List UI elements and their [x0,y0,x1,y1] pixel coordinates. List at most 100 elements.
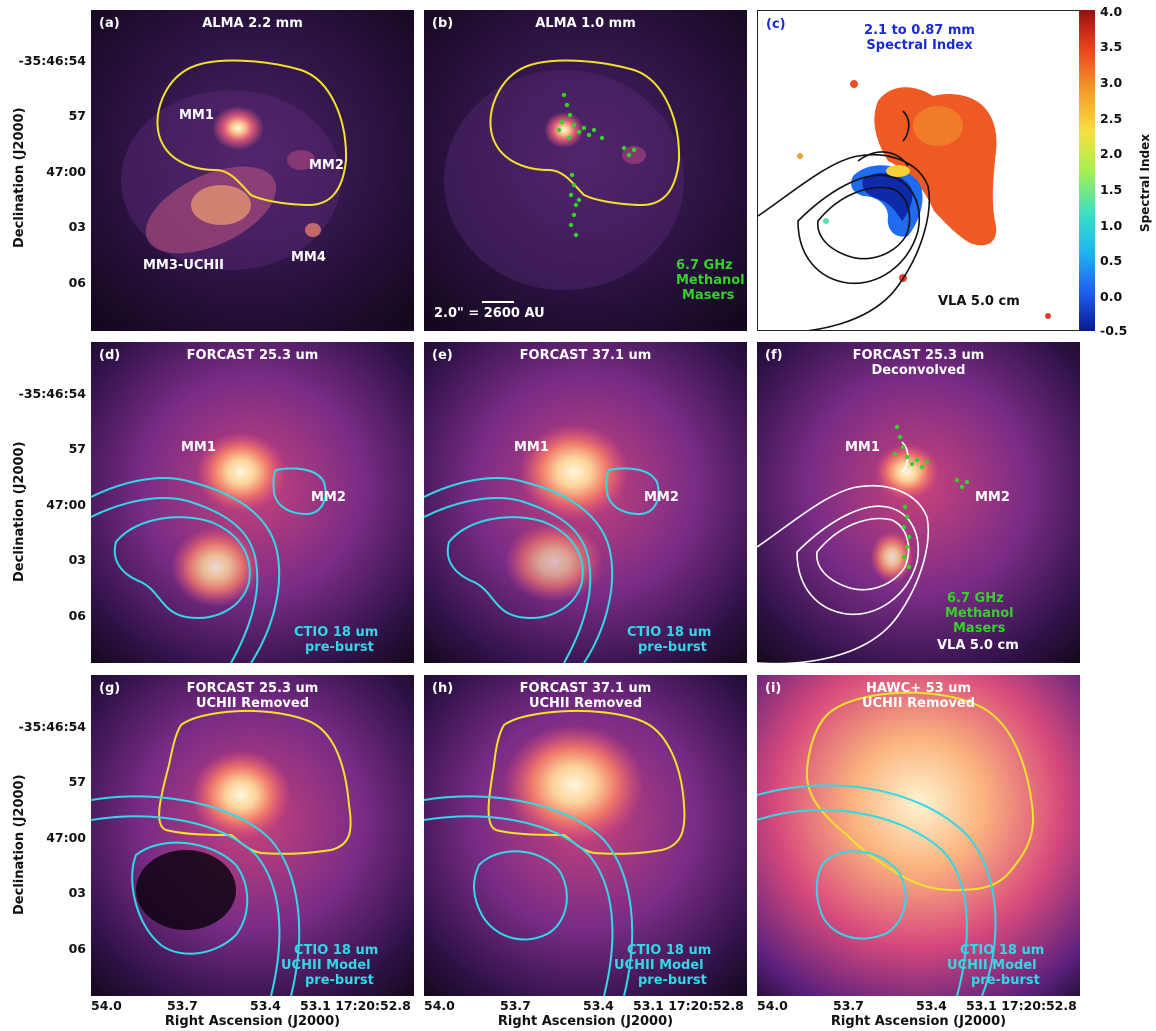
x-tick: 53.7 [833,998,864,1013]
panel-g-image [91,675,414,996]
x-tick: 53.1 17:20:52.8 [300,998,411,1013]
panel-title-line1: FORCAST 25.3 um [852,348,985,363]
panel-label: (g) [99,681,121,696]
scale-bar-label: 2.0" = 2600 AU [434,306,545,321]
y-tick: 57 [68,441,86,456]
panel-d-forcast-25um: (d) FORCAST 25.3 um MM1 MM2 CTIO 18 um p… [91,342,414,663]
panel-title: ALMA 1.0 mm [535,16,636,31]
colorbar [1079,10,1095,331]
ctio-legend-line1: CTIO 18 um [627,943,712,958]
x-tick: 54.0 [424,998,455,1013]
ctio-legend-line2: pre-burst [638,640,707,655]
panel-f-deconvolved: (f) FORCAST 25.3 um Deconvolved MM1 MM2 … [757,342,1080,663]
panel-title-line2: Spectral Index [866,38,973,53]
ctio-legend-line1: CTIO 18 um [627,625,712,640]
source-mm1: MM1 [179,108,214,123]
panel-title-line2: UCHII Removed [861,696,976,711]
y-tick: 57 [68,774,86,789]
maser-points [892,424,970,570]
panel-e-forcast-37um: (e) FORCAST 37.1 um MM1 MM2 CTIO 18 um p… [424,342,747,663]
panel-h-uchii-removed-37um: (h) FORCAST 37.1 um UCHII Removed CTIO 1… [424,675,747,996]
colorbar-tick: 0.5 [1100,253,1123,268]
source-mm1: MM1 [845,440,880,455]
ctio-legend-line2: pre-burst [305,640,374,655]
panel-title-line2: UCHII Removed [195,696,310,711]
panel-label: (d) [99,348,121,363]
ctio-legend-line3: pre-burst [305,973,374,988]
ctio-legend-line2: UCHII Model [614,958,704,973]
colorbar-tick: 3.0 [1100,75,1123,90]
source-mm4: MM4 [291,250,326,265]
panel-title-line1: 2.1 to 0.87 mm [864,23,975,38]
y-tick: 47:00 [46,830,86,845]
source-mm2: MM2 [309,158,344,173]
source-mm2: MM2 [644,490,679,505]
y-tick: -35:46:54 [18,719,86,734]
y-tick: 06 [68,941,86,956]
source-mm1: MM1 [514,440,549,455]
x-tick: 53.1 17:20:52.8 [966,998,1077,1013]
panel-b-image [424,10,747,331]
y-tick: -35:46:54 [18,53,86,68]
x-tick: 54.0 [91,998,122,1013]
y-tick: 06 [68,608,86,623]
y-tick: 47:00 [46,164,86,179]
colorbar-tick: 2.5 [1100,111,1123,126]
maser-legend-line3: Masers [953,621,1006,636]
colorbar-title: Spectral Index [1138,133,1152,232]
y-tick: -35:46:54 [18,386,86,401]
panel-d-image [91,342,414,663]
source-mm1: MM1 [181,440,216,455]
x-tick: 53.7 [167,998,198,1013]
vla-legend: VLA 5.0 cm [937,638,1019,653]
x-tick: 53.4 [583,998,614,1013]
colorbar-tick: 1.5 [1100,182,1123,197]
x-axis-title: Right Ascension (J2000) [830,1014,1007,1029]
panel-g-uchii-removed-25um: (g) FORCAST 25.3 um UCHII Removed CTIO 1… [91,675,414,996]
panel-c-spectral-index: (c) 2.1 to 0.87 mm Spectral Index VLA 5.… [757,10,1080,331]
ctio-legend-line1: CTIO 18 um [960,943,1045,958]
y-tick: 47:00 [46,497,86,512]
y-tick: 03 [68,885,86,900]
y-tick: 03 [68,219,86,234]
panel-e-image [424,342,747,663]
colorbar-tick: 1.0 [1100,218,1123,233]
panel-label: (e) [432,348,453,363]
x-tick: 53.7 [500,998,531,1013]
panel-title: ALMA 2.2 mm [202,16,303,31]
maser-legend-line3: Masers [682,288,735,303]
panel-title-line1: FORCAST 37.1 um [519,681,652,696]
x-tick: 53.4 [916,998,947,1013]
panel-label: (b) [432,16,454,31]
source-mm3: MM3-UCHII [143,258,224,273]
ctio-legend-line3: pre-burst [638,973,707,988]
colorbar-tick: 4.0 [1100,4,1123,19]
panel-title: FORCAST 37.1 um [519,348,652,363]
x-axis-title: Right Ascension (J2000) [164,1014,341,1029]
ctio-legend-line2: UCHII Model [281,958,371,973]
ctio-legend-line2: UCHII Model [947,958,1037,973]
maser-points [556,92,637,238]
panel-label: (i) [765,681,782,696]
maser-legend-line1: 6.7 GHz [947,591,1004,606]
panel-a-alma-2mm: (a) ALMA 2.2 mm MM1 MM2 MM3-UCHII MM4 [91,10,414,331]
x-axis-title: Right Ascension (J2000) [497,1014,674,1029]
x-tick: 53.4 [250,998,281,1013]
colorbar-tick: -0.5 [1100,323,1128,338]
y-tick: 57 [68,108,86,123]
maser-legend-line2: Methanol [945,606,1014,621]
panel-title-line2: UCHII Removed [528,696,643,711]
ctio-legend-line3: pre-burst [971,973,1040,988]
source-mm2: MM2 [975,490,1010,505]
panel-title-line2: Deconvolved [871,363,966,378]
panel-title-line1: HAWC+ 53 um [865,681,972,696]
maser-legend-line1: 6.7 GHz [676,258,733,273]
source-mm2: MM2 [311,490,346,505]
ctio-legend-line1: CTIO 18 um [294,625,379,640]
panel-c-image [758,80,1051,330]
x-tick: 54.0 [757,998,788,1013]
y-tick: 03 [68,552,86,567]
panel-f-image [757,342,1080,663]
x-tick: 53.1 17:20:52.8 [633,998,744,1013]
colorbar-tick: 2.0 [1100,146,1123,161]
